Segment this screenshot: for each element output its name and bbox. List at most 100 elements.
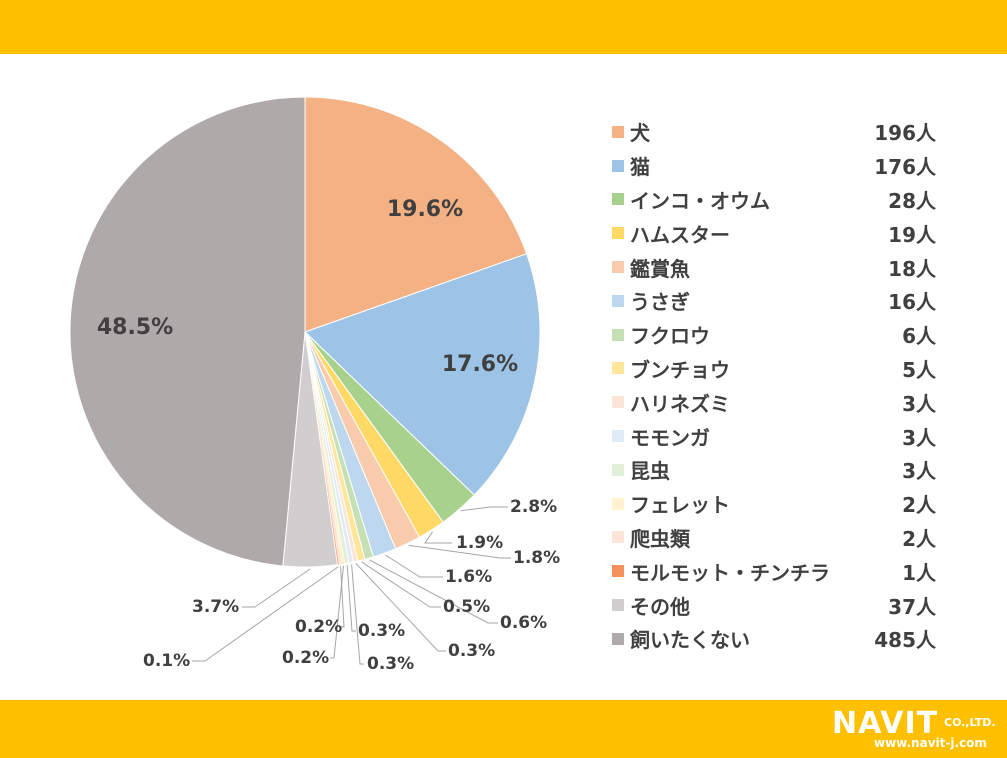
legend-item: モルモット・チンチラ 1人 xyxy=(612,554,952,588)
leader-line-12 xyxy=(330,565,344,659)
navit-logo: NAVIT CO.,LTD. www.navit-j.com xyxy=(832,706,1002,752)
leader-line-6 xyxy=(385,554,443,578)
legend-count: 3人 xyxy=(902,391,936,416)
data-label-8: 0.5% xyxy=(443,597,490,617)
legend-item: 犬 196人 xyxy=(612,115,952,149)
data-label-14: 0.1% xyxy=(143,651,190,671)
data-label-3: 2.8% xyxy=(510,497,557,517)
legend-label: 猫 xyxy=(630,155,650,180)
legend-swatch xyxy=(612,599,624,612)
data-label-13: 0.2% xyxy=(295,617,342,637)
legend-count: 18人 xyxy=(888,256,936,281)
legend-count: 16人 xyxy=(888,290,936,315)
leader-line-7 xyxy=(369,559,498,624)
legend-item: フクロウ 6人 xyxy=(612,318,952,352)
legend-swatch xyxy=(612,531,624,544)
data-label-1: 19.6% xyxy=(387,197,463,222)
legend-swatch xyxy=(612,463,624,476)
legend-swatch xyxy=(612,328,624,341)
legend-swatch xyxy=(612,632,624,645)
data-label-5: 1.8% xyxy=(513,548,560,568)
legend-count: 2人 xyxy=(902,526,936,551)
legend-item: フェレット 2人 xyxy=(612,487,952,521)
legend-count: 6人 xyxy=(902,324,936,349)
data-label-16: 48.5% xyxy=(97,315,173,340)
legend-count: 37人 xyxy=(888,594,936,619)
legend-label: インコ・オウム xyxy=(630,188,770,213)
legend-swatch xyxy=(612,396,624,409)
legend-item: ハリネズミ 3人 xyxy=(612,385,952,419)
data-label-15: 3.7% xyxy=(192,597,239,617)
logo-brand: NAVIT xyxy=(832,706,939,741)
legend-count: 196人 xyxy=(874,121,936,146)
legend-count: 28人 xyxy=(888,188,936,213)
leader-line-5 xyxy=(408,544,511,559)
bottom-banner xyxy=(0,700,1007,758)
leader-line-14 xyxy=(192,566,339,662)
data-label-4: 1.9% xyxy=(456,533,503,553)
data-label-7: 0.6% xyxy=(500,613,547,633)
legend-count: 3人 xyxy=(902,459,936,484)
legend-label: 飼いたくない xyxy=(630,628,750,653)
data-label-12: 0.2% xyxy=(282,648,329,668)
chart-legend: 犬 196人猫 176人インコ・オウム 28人ハムスター 19人鑑賞魚 18人うさぎ 16人… xyxy=(612,115,952,656)
legend-swatch xyxy=(612,430,624,443)
legend-swatch xyxy=(612,159,624,172)
leader-line-13 xyxy=(340,566,345,628)
legend-label: モモンガ xyxy=(630,425,710,450)
legend-item: 昆虫 3人 xyxy=(612,453,952,487)
legend-swatch xyxy=(612,261,624,274)
legend-label: 昆虫 xyxy=(630,459,670,484)
logo-url: www.navit-j.com xyxy=(874,736,987,750)
legend-count: 2人 xyxy=(902,493,936,518)
legend-count: 3人 xyxy=(902,425,936,450)
data-label-6: 1.6% xyxy=(445,567,492,587)
legend-label: 鑑賞魚 xyxy=(630,256,690,281)
legend-label: ハムスター xyxy=(630,222,730,247)
legend-item: 爬虫類 2人 xyxy=(612,521,952,555)
legend-swatch xyxy=(612,362,624,375)
legend-count: 1人 xyxy=(902,560,936,585)
legend-count: 485人 xyxy=(874,628,936,653)
data-label-9: 0.3% xyxy=(448,641,495,661)
legend-item: インコ・オウム 28人 xyxy=(612,183,952,217)
legend-label: ブンチョウ xyxy=(630,357,730,382)
pie-chart: 19.6% 17.6% 2.8% 1.9% 1.8% 1.6% 0.6% 0.5% 0.3% 0.… xyxy=(69,96,560,674)
legend-label: フェレット xyxy=(630,493,730,518)
leader-line-3 xyxy=(460,506,508,512)
legend-count: 19人 xyxy=(888,222,936,247)
legend-item: 飼いたくない 485人 xyxy=(612,622,952,656)
legend-swatch xyxy=(612,497,624,510)
legend-item: うさぎ 16人 xyxy=(612,284,952,318)
legend-item: ブンチョウ 5人 xyxy=(612,352,952,386)
leader-line-8 xyxy=(361,561,441,608)
legend-item: その他 37人 xyxy=(612,588,952,622)
legend-swatch xyxy=(612,193,624,206)
legend-swatch xyxy=(612,565,624,578)
data-label-2: 17.6% xyxy=(442,352,518,377)
leader-line-4 xyxy=(424,531,452,544)
legend-count: 5人 xyxy=(902,357,936,382)
legend-label: うさぎ xyxy=(630,290,690,315)
legend-item: モモンガ 3人 xyxy=(612,419,952,453)
leader-line-9 xyxy=(355,563,446,652)
data-label-10: 0.3% xyxy=(367,654,414,674)
legend-item: 猫 176人 xyxy=(612,149,952,183)
legend-label: その他 xyxy=(630,594,690,619)
legend-swatch xyxy=(612,294,624,307)
legend-swatch xyxy=(612,227,624,240)
leader-line-10 xyxy=(351,564,364,665)
legend-label: 犬 xyxy=(630,121,650,146)
legend-item: ハムスター 19人 xyxy=(612,216,952,250)
legend-count: 176人 xyxy=(874,155,936,180)
legend-label: フクロウ xyxy=(630,324,710,349)
data-label-11: 0.3% xyxy=(358,621,405,641)
leader-line-15 xyxy=(242,568,311,608)
legend-label: モルモット・チンチラ xyxy=(630,560,830,585)
legend-swatch xyxy=(612,125,624,138)
pie-slice-2 xyxy=(304,253,541,496)
pie-slice-16 xyxy=(69,96,306,567)
legend-label: 爬虫類 xyxy=(630,526,690,551)
leader-line-11 xyxy=(346,565,356,632)
top-banner xyxy=(0,0,1007,54)
